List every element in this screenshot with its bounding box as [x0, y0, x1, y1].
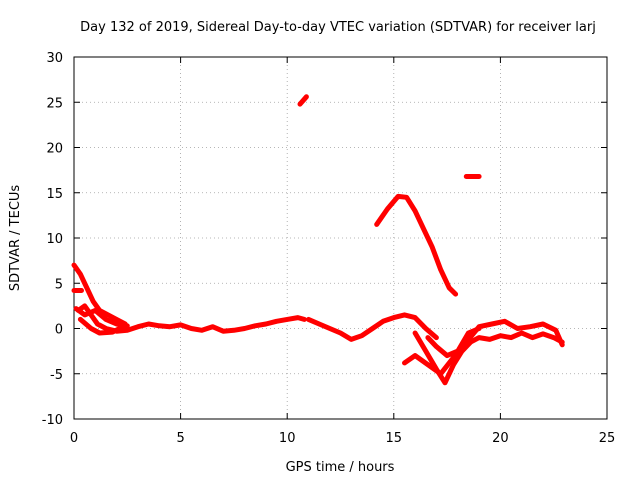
x-axis-label: GPS time / hours [286, 460, 395, 475]
x-tick-label: 15 [386, 431, 403, 446]
series-track-h [402, 318, 565, 377]
y-tick-label: 25 [46, 96, 63, 111]
series-track-e [306, 312, 439, 342]
series-track-g [412, 330, 565, 386]
y-tick-label: 0 [55, 323, 63, 338]
y-tick-label: 30 [46, 51, 63, 66]
y-tick-label: 20 [46, 142, 63, 157]
data-series [71, 94, 565, 386]
x-tick-label: 0 [70, 431, 78, 446]
axis-ticks: 0 5 10 15 20 25 -10 -5 0 5 10 15 20 25 30 [42, 51, 616, 446]
series-track-f [374, 193, 459, 297]
y-tick-label: 15 [46, 187, 63, 202]
series-track-b [75, 303, 307, 334]
x-tick-label: 10 [279, 431, 296, 446]
y-tick-label: 10 [46, 232, 63, 247]
series-track-a [71, 262, 128, 327]
x-tick-label: 20 [492, 431, 509, 446]
chart-title: Day 132 of 2019, Sidereal Day-to-day VTE… [80, 20, 596, 35]
y-axis-label: SDTVAR / TECUs [8, 185, 23, 292]
y-tick-label: -10 [42, 413, 63, 428]
grid-lines [74, 57, 607, 419]
y-tick-label: 5 [55, 277, 63, 292]
x-tick-label: 25 [599, 431, 616, 446]
series-track-i [425, 326, 482, 359]
plot-frame [73, 56, 608, 420]
x-tick-label: 5 [176, 431, 184, 446]
y-tick-label: -5 [50, 368, 63, 383]
series-track-d [73, 306, 130, 329]
series-track-c [77, 316, 128, 336]
series-segment-j [297, 94, 309, 107]
